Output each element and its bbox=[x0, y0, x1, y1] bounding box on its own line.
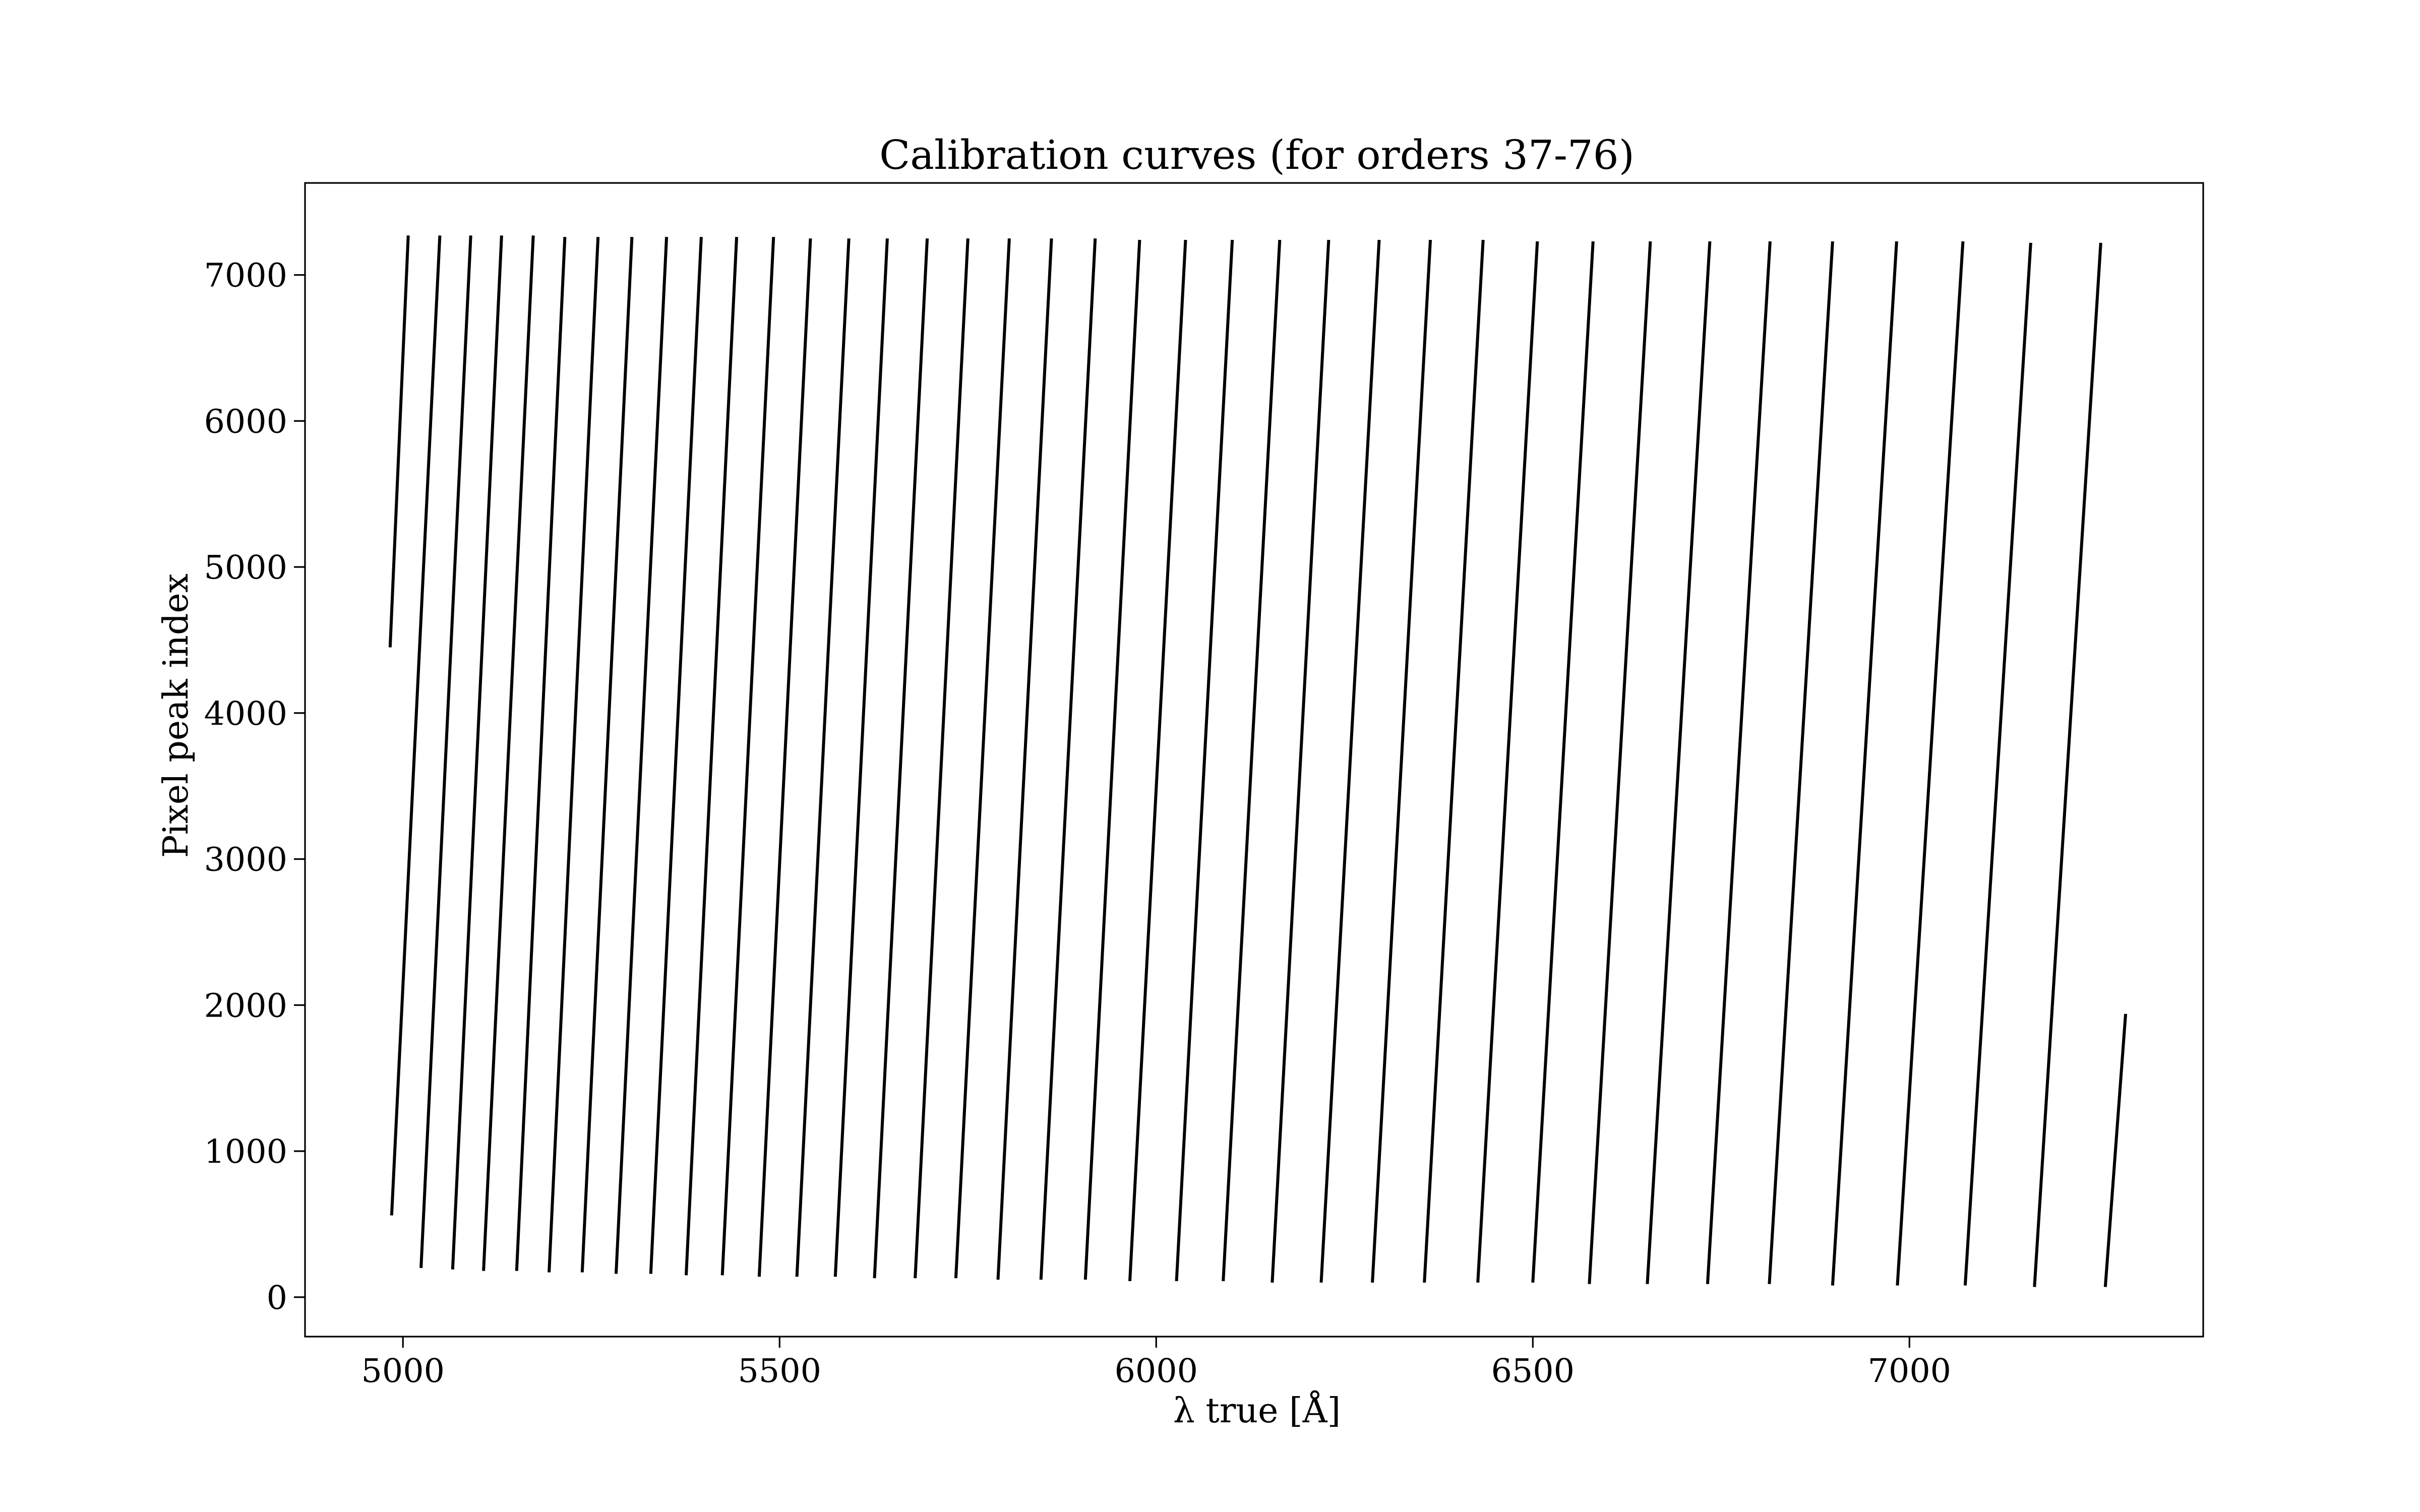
calibration-curve-18 bbox=[954, 238, 1011, 1279]
calibration-curve-21 bbox=[1083, 239, 1141, 1280]
x-axis: 5000 5500 6000 6500 7000 bbox=[361, 1337, 1951, 1390]
calibration-curve-15 bbox=[833, 238, 889, 1277]
x-tick-label: 6500 bbox=[1491, 1352, 1575, 1390]
calibration-curve-26 bbox=[1319, 239, 1381, 1283]
calibration-curve-12 bbox=[720, 237, 775, 1276]
calibration-curve-39 bbox=[2103, 1014, 2128, 1287]
calibration-curve-4 bbox=[451, 235, 503, 1270]
calibration-curve-1 bbox=[388, 235, 410, 648]
x-tick-label: 6000 bbox=[1115, 1352, 1198, 1390]
calibration-curve-6 bbox=[515, 237, 567, 1271]
y-tick-label: 0 bbox=[267, 1279, 287, 1317]
calibration-curve-24 bbox=[1222, 239, 1282, 1282]
x-tick-label: 5500 bbox=[738, 1352, 821, 1390]
plot-area-frame bbox=[304, 182, 2204, 1338]
calibration-curve-29 bbox=[1476, 241, 1539, 1283]
calibration-curve-11 bbox=[685, 237, 739, 1276]
calibration-curve-2 bbox=[390, 235, 442, 1216]
calibration-curve-36 bbox=[1896, 241, 1965, 1286]
calibration-curve-28 bbox=[1423, 239, 1485, 1283]
calibration-curve-14 bbox=[795, 238, 851, 1277]
y-tick-label: 6000 bbox=[204, 403, 287, 440]
x-tick-label: 5000 bbox=[361, 1352, 445, 1390]
calibration-curve-30 bbox=[1531, 241, 1595, 1283]
calibration-curve-3 bbox=[419, 235, 472, 1268]
y-axis-label: Pixel peak index bbox=[156, 574, 196, 858]
calibration-curve-37 bbox=[1963, 242, 2032, 1286]
calibration-curve-5 bbox=[482, 235, 535, 1271]
calibration-curve-27 bbox=[1371, 239, 1432, 1283]
y-axis: 0 1000 2000 3000 4000 5000 6000 7000 bbox=[204, 257, 305, 1317]
calibration-curve-35 bbox=[1831, 241, 1898, 1286]
calibration-curve-22 bbox=[1128, 239, 1187, 1282]
y-tick-label: 1000 bbox=[204, 1133, 287, 1171]
y-tick-label: 2000 bbox=[204, 987, 287, 1025]
calibration-curve-10 bbox=[649, 237, 703, 1274]
calibration-curve-19 bbox=[996, 238, 1053, 1280]
calibration-curve-9 bbox=[615, 237, 669, 1274]
y-tick-label: 7000 bbox=[204, 257, 287, 295]
y-tick-label: 3000 bbox=[204, 841, 287, 879]
calibration-curve-23 bbox=[1175, 239, 1234, 1282]
calibration-curve-17 bbox=[914, 238, 970, 1279]
calibration-curve-32 bbox=[1646, 241, 1712, 1284]
y-tick-label: 4000 bbox=[204, 695, 287, 733]
series-group bbox=[388, 235, 2128, 1287]
calibration-curve-8 bbox=[580, 237, 634, 1273]
calibration-curve-20 bbox=[1039, 238, 1097, 1280]
calibration-curve-31 bbox=[1588, 241, 1652, 1284]
calibration-curve-38 bbox=[2033, 242, 2102, 1287]
calibration-curve-7 bbox=[548, 237, 600, 1273]
y-tick-label: 5000 bbox=[204, 549, 287, 587]
calibration-curve-16 bbox=[873, 238, 929, 1279]
calibration-curve-34 bbox=[1768, 241, 1834, 1284]
calibration-curve-33 bbox=[1706, 241, 1772, 1284]
x-tick-label: 7000 bbox=[1868, 1352, 1951, 1390]
calibration-curve-13 bbox=[757, 238, 812, 1277]
calibration-curve-25 bbox=[1270, 239, 1330, 1283]
chart-title: Calibration curves (for orders 37-76) bbox=[879, 132, 1635, 178]
x-axis-label: λ true [Å] bbox=[1173, 1391, 1341, 1431]
